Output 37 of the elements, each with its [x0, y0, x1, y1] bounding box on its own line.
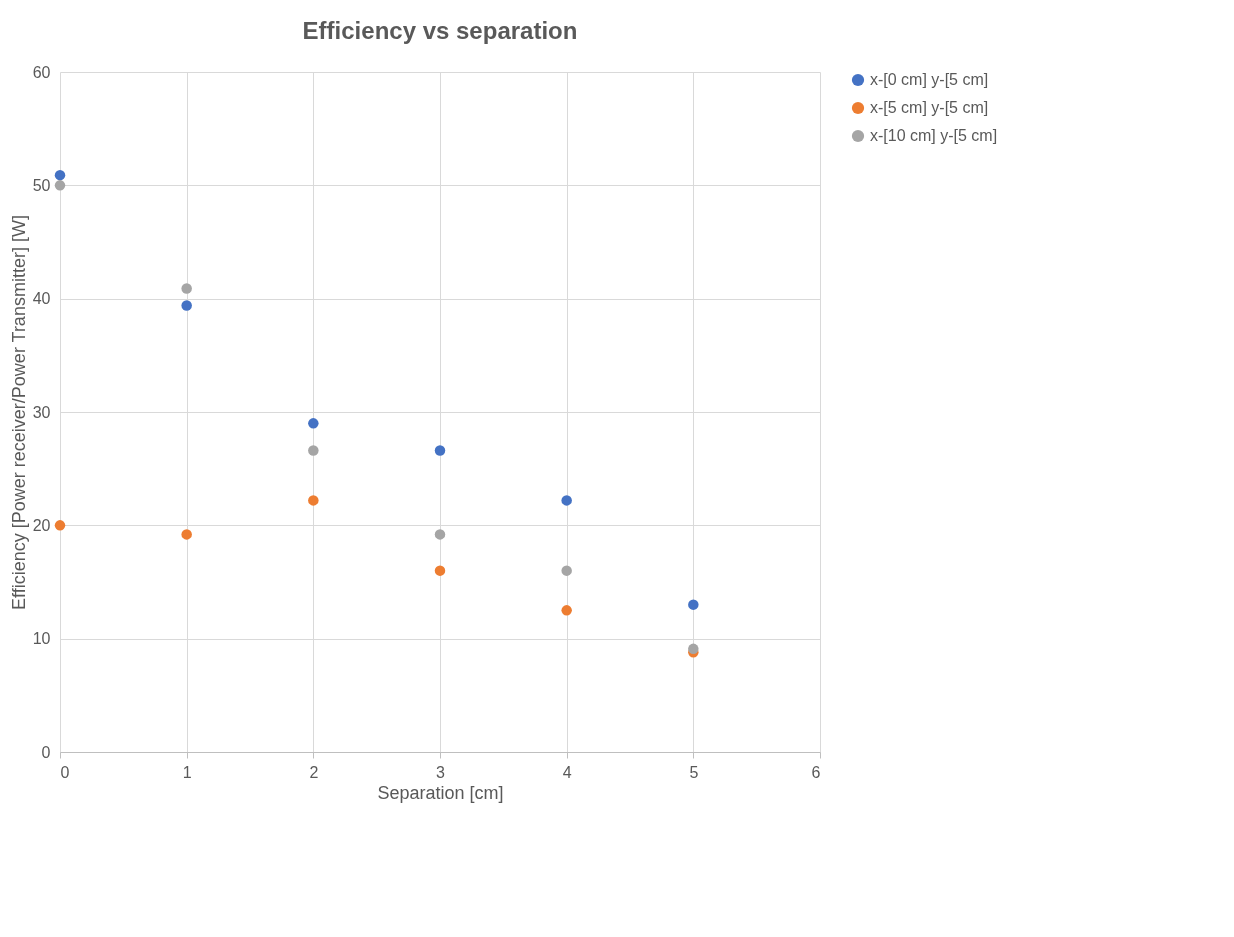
point	[181, 300, 192, 311]
x-tick-label: 5	[689, 763, 699, 781]
y-tick-label: 30	[32, 403, 51, 421]
point	[434, 529, 446, 540]
point	[54, 180, 66, 191]
x-tick-label: 4	[562, 763, 572, 781]
x-tick-label: 2	[309, 763, 319, 781]
y-tick-label: 40	[32, 290, 51, 308]
y-tick-label: 60	[32, 63, 51, 81]
legend-label: x-[5 cm] y-[5 cm]	[870, 99, 989, 116]
y-axis-title: Efficiency [Power receiver/Power Transmitter] [W]	[8, 215, 29, 610]
point	[181, 529, 192, 540]
x-axis-title: Separation [cm]	[377, 782, 504, 803]
point	[54, 169, 66, 181]
x-tick-label: 1	[182, 763, 192, 781]
point	[434, 445, 446, 456]
point	[434, 565, 446, 576]
point	[54, 520, 66, 531]
y-tick-label: 20	[32, 516, 51, 534]
point	[308, 418, 319, 429]
y-tick-label: 10	[32, 630, 51, 648]
point	[561, 495, 572, 506]
point	[561, 605, 572, 616]
legend-label: x-[10 cm] y-[5 cm]	[870, 127, 998, 144]
point	[561, 565, 572, 576]
point	[308, 445, 319, 456]
point	[688, 599, 699, 610]
point	[308, 495, 319, 506]
legend-label: x-[0 cm] y-[5 cm]	[870, 71, 989, 88]
chart-title: Efficiency vs separation	[302, 17, 578, 44]
y-tick-label: 50	[32, 176, 51, 194]
x-tick-label: 6	[811, 763, 821, 781]
x-tick-label: 3	[436, 763, 446, 781]
point	[688, 643, 699, 655]
point	[181, 283, 192, 294]
y-tick-label: 0	[41, 743, 51, 761]
x-tick-label: 0	[60, 763, 70, 781]
